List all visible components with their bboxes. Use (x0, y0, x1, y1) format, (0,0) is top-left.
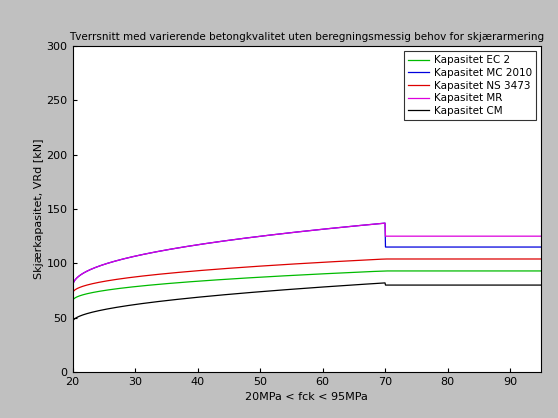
Kapasitet CM (538, 283, 545, 288)
Kapasitet MR (117, 257, 124, 262)
Kapasitet MR (259, 234, 266, 239)
Kapasitet EC 2 (117, 286, 124, 291)
Kapasitet MC 2010 (392, 245, 398, 250)
Kapasitet NS 3473 (538, 257, 545, 262)
Kapasitet MC 2010 (435, 245, 442, 250)
Kapasitet EC 2 (69, 299, 76, 304)
Kapasitet CM (444, 283, 450, 288)
Kapasitet CM (69, 319, 76, 324)
Kapasitet NS 3473 (276, 263, 282, 268)
Kapasitet MR (382, 221, 388, 226)
Kapasitet CM (435, 283, 442, 288)
Kapasitet NS 3473 (69, 291, 76, 296)
X-axis label: 20MPa < fck < 95MPa: 20MPa < fck < 95MPa (246, 393, 368, 403)
Kapasitet MC 2010 (444, 245, 450, 250)
Kapasitet NS 3473 (392, 257, 398, 262)
Kapasitet NS 3473 (444, 257, 450, 262)
Kapasitet MC 2010 (382, 221, 388, 226)
Title: Tverrsnitt med varierende betongkvalitet uten beregningsmessig behov for skjærar: Tverrsnitt med varierende betongkvalitet… (69, 33, 545, 42)
Kapasitet EC 2 (444, 268, 450, 273)
Kapasitet CM (259, 289, 266, 294)
Kapasitet EC 2 (392, 268, 398, 273)
Kapasitet CM (117, 304, 124, 309)
Line: Kapasitet MR: Kapasitet MR (73, 223, 541, 287)
Kapasitet NS 3473 (117, 276, 124, 281)
Kapasitet MC 2010 (117, 257, 124, 262)
Kapasitet NS 3473 (435, 257, 442, 262)
Kapasitet EC 2 (435, 268, 442, 273)
Kapasitet MR (444, 234, 450, 239)
Kapasitet MR (276, 232, 282, 237)
Kapasitet CM (276, 288, 282, 293)
Kapasitet MC 2010 (538, 245, 545, 250)
Line: Kapasitet MC 2010: Kapasitet MC 2010 (73, 223, 541, 287)
Legend: Kapasitet EC 2, Kapasitet MC 2010, Kapasitet NS 3473, Kapasitet MR, Kapasitet CM: Kapasitet EC 2, Kapasitet MC 2010, Kapas… (403, 51, 536, 120)
Line: Kapasitet CM: Kapasitet CM (73, 283, 541, 322)
Kapasitet MC 2010 (276, 232, 282, 237)
Line: Kapasitet EC 2: Kapasitet EC 2 (73, 271, 541, 301)
Kapasitet MR (392, 234, 398, 239)
Kapasitet EC 2 (276, 274, 282, 279)
Kapasitet NS 3473 (382, 257, 388, 262)
Kapasitet CM (392, 283, 398, 288)
Kapasitet MR (435, 234, 442, 239)
Kapasitet MC 2010 (259, 234, 266, 239)
Kapasitet NS 3473 (259, 263, 266, 268)
Kapasitet CM (382, 280, 388, 285)
Kapasitet EC 2 (259, 275, 266, 280)
Kapasitet MC 2010 (69, 285, 76, 290)
Kapasitet MR (538, 234, 545, 239)
Kapasitet MR (69, 285, 76, 290)
Line: Kapasitet NS 3473: Kapasitet NS 3473 (73, 259, 541, 294)
Kapasitet EC 2 (382, 268, 388, 273)
Kapasitet EC 2 (538, 268, 545, 273)
Y-axis label: Skjærkapasitet, VRd [kN]: Skjærkapasitet, VRd [kN] (34, 139, 44, 279)
